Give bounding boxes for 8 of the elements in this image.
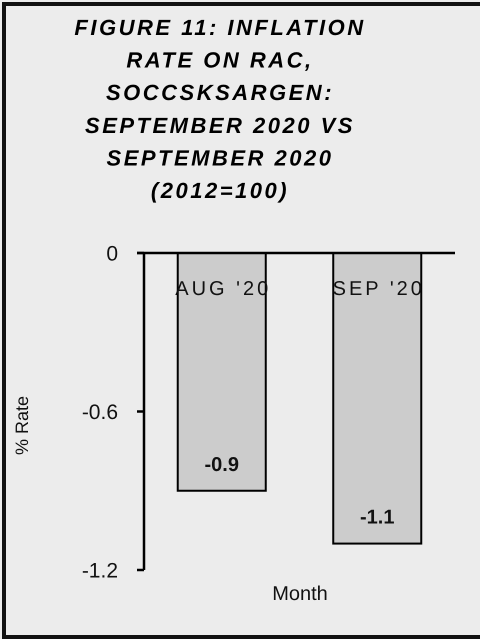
chart-title: FIGURE 11: INFLATION RATE ON RAC, SOCCSKSARGEN: SEPTEMBER 2020 VS SEPTEMBER 2020 (2012=100) xyxy=(74,15,366,203)
y-axis-title: % Rate xyxy=(12,396,32,456)
y-tick-label: -1.2 xyxy=(82,559,118,582)
data-label: -1.1 xyxy=(360,506,394,529)
y-tick-label: 0 xyxy=(106,242,118,266)
y-tick-label: -0.6 xyxy=(82,400,118,424)
data-label: -0.9 xyxy=(204,454,239,476)
x-axis-title: Month xyxy=(272,583,328,605)
